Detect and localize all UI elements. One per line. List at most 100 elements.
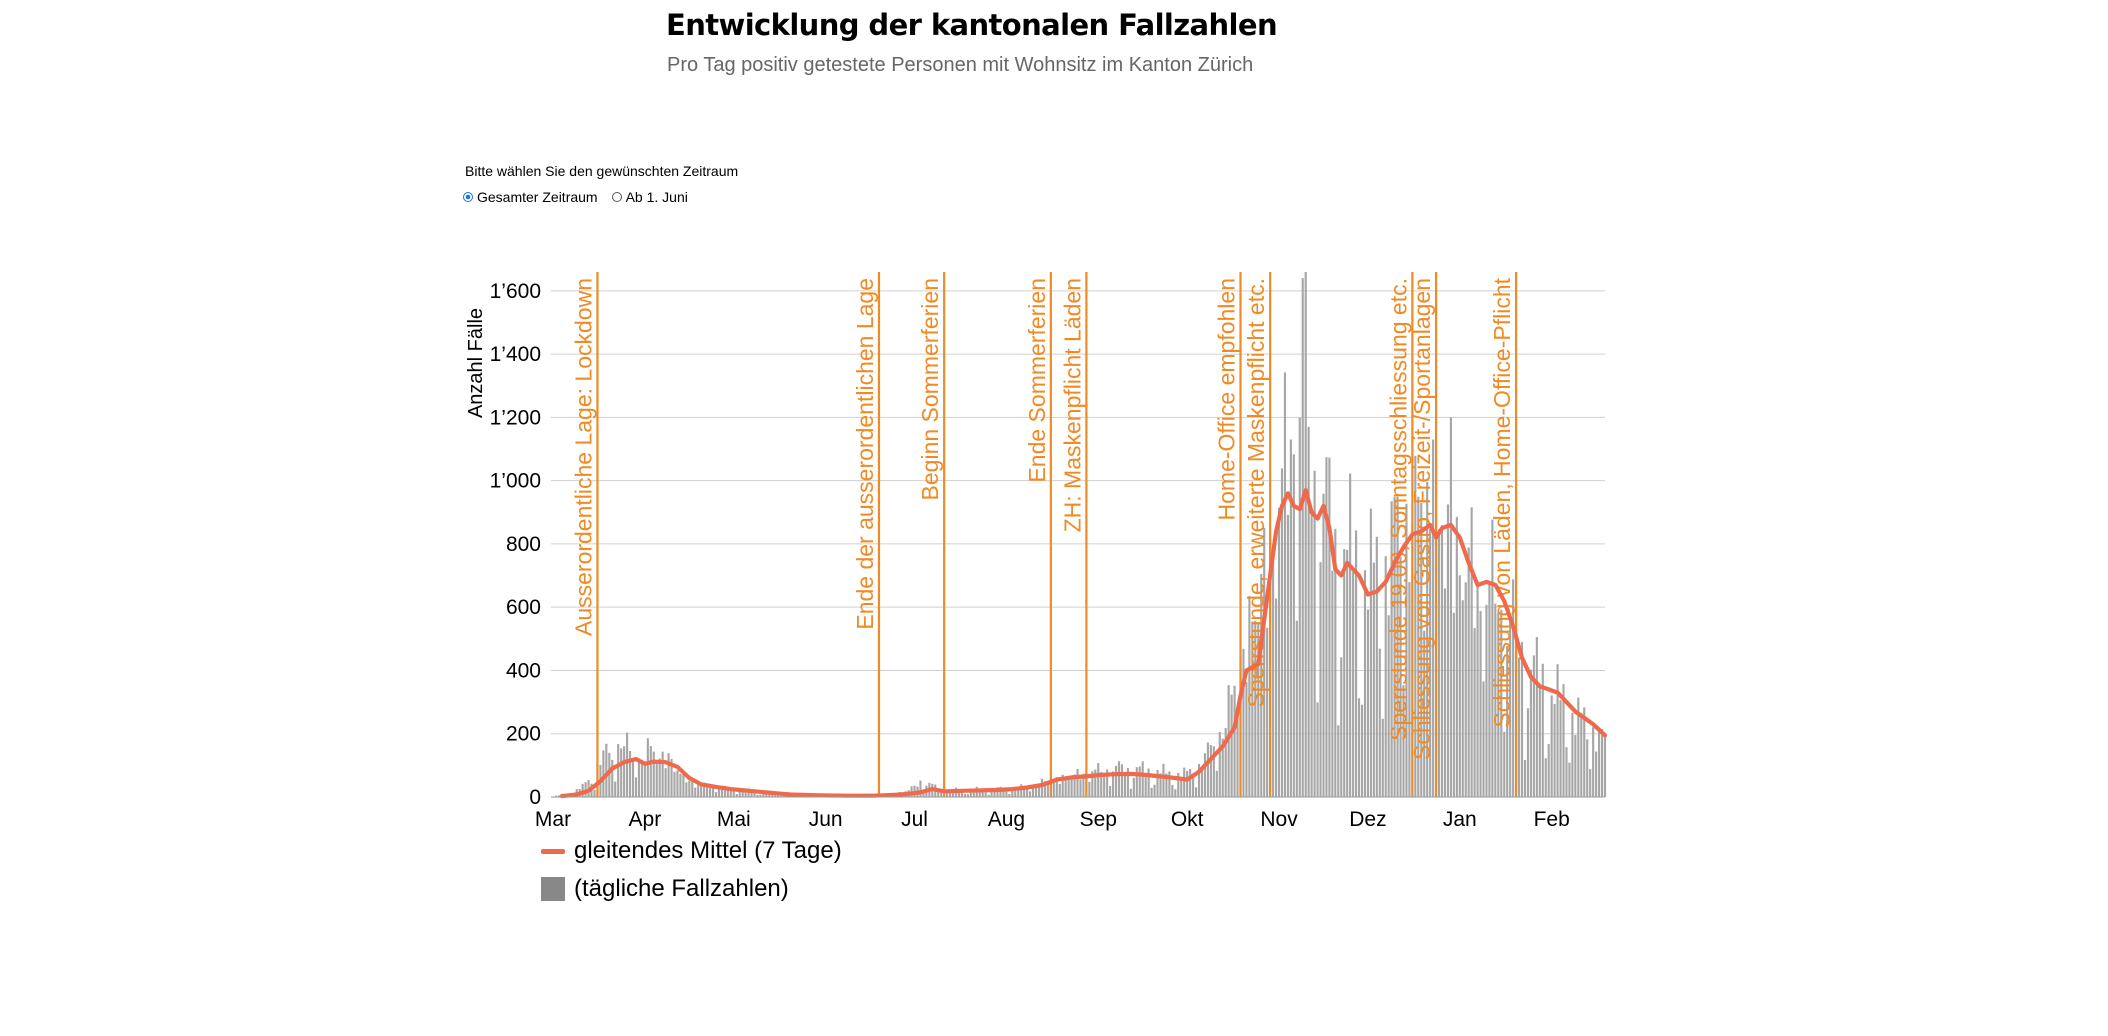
daily-bar <box>1174 789 1177 797</box>
daily-bar <box>1559 700 1562 797</box>
legend-item-line[interactable]: gleitendes Mittel (7 Tage) <box>541 832 842 870</box>
daily-bar <box>688 780 691 797</box>
daily-bar <box>703 782 706 797</box>
daily-bar <box>1082 773 1085 797</box>
daily-bar <box>1266 627 1269 797</box>
daily-bar <box>1547 743 1550 797</box>
daily-bar <box>1171 784 1174 797</box>
daily-bar <box>1360 704 1364 797</box>
daily-bar <box>1464 582 1467 797</box>
daily-bar <box>1055 777 1058 797</box>
daily-bar <box>1476 586 1479 797</box>
daily-bar <box>1002 787 1005 797</box>
daily-bar <box>771 793 774 797</box>
daily-bar <box>1497 613 1500 797</box>
daily-bar <box>593 789 596 797</box>
daily-bar <box>1366 609 1369 797</box>
daily-bar <box>1387 615 1390 797</box>
daily-bar <box>554 795 558 797</box>
daily-bar <box>1109 786 1112 797</box>
daily-bar <box>1046 781 1049 797</box>
daily-bar <box>1369 508 1372 797</box>
daily-bar <box>1443 588 1447 797</box>
daily-bar <box>1141 761 1144 797</box>
daily-bar <box>1289 439 1292 797</box>
daily-bar <box>602 750 605 797</box>
radio-gesamter-zeitraum[interactable]: Gesamter Zeitraum <box>463 189 598 205</box>
daily-bar <box>741 788 744 797</box>
daily-bar <box>1189 768 1192 797</box>
daily-bar <box>1011 787 1014 797</box>
daily-bar <box>1396 496 1399 797</box>
daily-bar <box>1538 685 1541 797</box>
daily-bar <box>1526 708 1530 797</box>
daily-bar <box>1040 778 1044 797</box>
daily-bar <box>620 748 623 797</box>
daily-bar <box>1114 765 1118 797</box>
daily-bar <box>1565 747 1568 797</box>
daily-bar <box>765 792 768 797</box>
daily-bar <box>1355 530 1358 797</box>
daily-bar <box>984 792 987 797</box>
daily-bar <box>623 746 626 797</box>
x-tick-label: Jul <box>901 808 928 831</box>
event-label: Ende der ausserordentlichen Lage <box>852 278 878 630</box>
y-tick-label: 1’400 <box>490 343 541 366</box>
daily-bar <box>634 777 638 797</box>
daily-bar <box>1500 609 1503 797</box>
daily-bar <box>990 788 993 797</box>
daily-bar <box>1372 562 1375 797</box>
daily-bar <box>1458 575 1461 797</box>
daily-bar <box>1177 773 1180 797</box>
daily-bar <box>960 789 964 797</box>
daily-bar <box>1562 684 1565 797</box>
y-axis-label: Anzahl Fälle <box>465 308 487 418</box>
daily-bar <box>1286 514 1289 797</box>
x-tick-label: Mai <box>717 808 751 831</box>
x-tick-label: Nov <box>1260 808 1298 831</box>
daily-bar <box>1017 787 1020 797</box>
daily-bar <box>1212 746 1215 797</box>
daily-bar <box>1168 771 1171 797</box>
daily-bar <box>1337 725 1340 797</box>
daily-bar <box>1437 529 1441 797</box>
daily-bar <box>1147 768 1150 797</box>
daily-bar <box>1512 579 1515 797</box>
daily-bar <box>726 786 729 797</box>
daily-bar <box>777 795 780 797</box>
daily-bar <box>1322 493 1325 797</box>
daily-bar <box>720 785 723 797</box>
daily-bar <box>1064 776 1067 797</box>
daily-bar <box>1032 785 1035 797</box>
daily-bar <box>685 782 688 797</box>
daily-bar <box>738 791 741 797</box>
daily-bar <box>1544 758 1547 797</box>
radio-selected-icon[interactable] <box>463 192 473 202</box>
daily-bar <box>1159 773 1162 797</box>
daily-bar <box>1138 766 1141 797</box>
daily-bar <box>670 758 673 797</box>
daily-bar <box>1509 620 1512 797</box>
x-tick-label: Jun <box>809 808 843 831</box>
daily-bar <box>1390 501 1393 797</box>
daily-bar <box>1405 503 1408 797</box>
daily-bar <box>1215 770 1218 797</box>
daily-bar <box>1491 519 1494 797</box>
y-tick-label: 200 <box>506 723 541 746</box>
legend-item-bars[interactable]: (tägliche Fallzahlen) <box>541 870 842 908</box>
daily-bar <box>756 794 759 797</box>
daily-bar <box>1194 787 1198 797</box>
daily-bar <box>1037 786 1041 797</box>
daily-bar <box>922 791 925 797</box>
radio-unselected-icon[interactable] <box>611 192 622 202</box>
daily-bar <box>1470 507 1473 797</box>
radio-ab-1-juni[interactable]: Ab 1. Juni <box>611 189 688 205</box>
daily-bar <box>1227 685 1230 797</box>
daily-bar <box>1023 786 1026 797</box>
daily-bar <box>1340 657 1343 797</box>
daily-bar <box>643 763 646 797</box>
daily-bar <box>1586 739 1589 797</box>
daily-bar <box>744 789 747 797</box>
daily-bar <box>750 792 753 797</box>
radio-label: Gesamter Zeitraum <box>477 189 598 205</box>
